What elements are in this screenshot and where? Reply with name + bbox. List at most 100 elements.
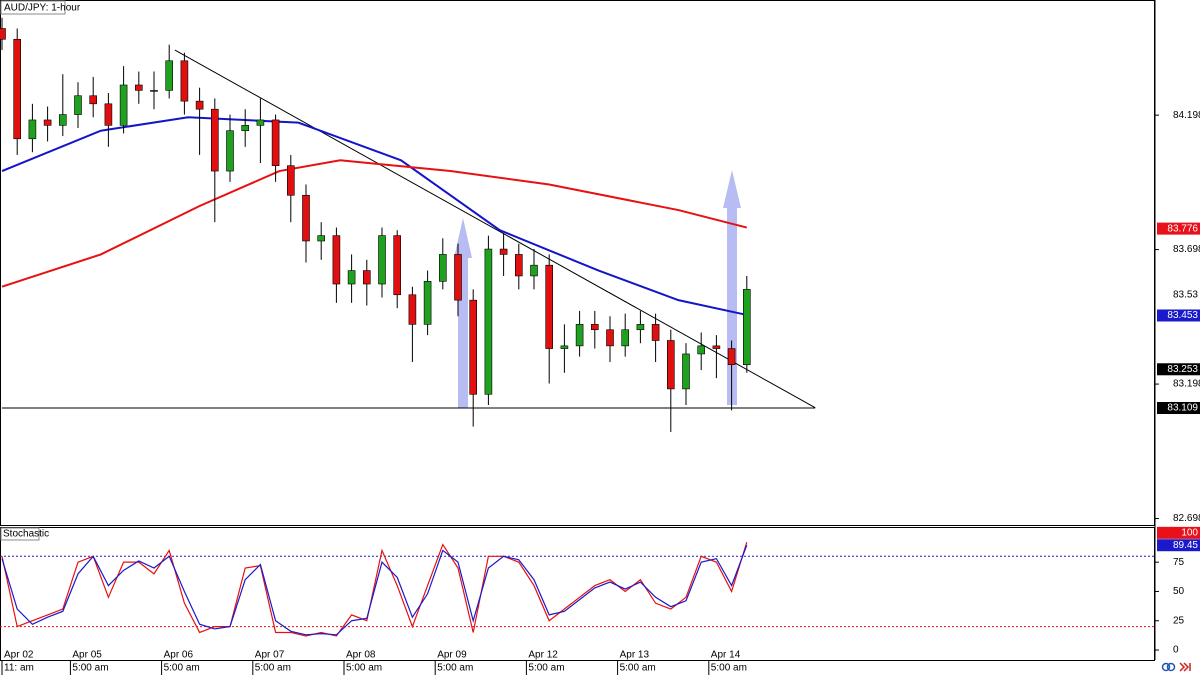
price-badge-label: 83.109	[1167, 403, 1198, 414]
price-badge-label: 83.453	[1167, 310, 1198, 321]
trendline	[174, 49, 816, 409]
x-tick-label: Apr 05	[72, 650, 102, 661]
candle-body	[43, 119, 52, 126]
candle-body	[469, 299, 478, 395]
y-tick-label: 25	[1173, 615, 1185, 626]
price-badge-label: 83.253	[1167, 364, 1198, 375]
candle-body	[135, 84, 143, 91]
candle-body	[211, 108, 219, 172]
y-tick-label: 83.698	[1173, 244, 1200, 255]
arrow	[454, 218, 472, 408]
x-tick-time: 5:00 am	[437, 663, 473, 674]
x-tick-time: 5:00 am	[72, 663, 108, 674]
x-tick-time: 5:00 am	[346, 663, 382, 674]
candle-body	[286, 165, 295, 196]
candle-body	[378, 235, 386, 285]
candle-body	[302, 194, 310, 242]
icon[interactable]	[1166, 662, 1176, 672]
candle-body	[347, 270, 356, 285]
candle-body	[195, 100, 204, 110]
candle-body	[560, 345, 569, 349]
stochastic-line	[1, 542, 748, 637]
candle-body	[666, 340, 675, 390]
candle-body	[621, 329, 630, 347]
candle-body	[241, 125, 249, 132]
y-tick-label: 50	[1173, 586, 1185, 597]
stochastic-line	[1, 545, 748, 636]
price-badge	[1157, 222, 1200, 235]
x-tick-time: 5:00 am	[528, 663, 564, 674]
x-tick-label: Apr 02	[4, 650, 34, 661]
candle-body	[58, 114, 67, 126]
candle-body	[362, 270, 371, 285]
title-box	[0, 0, 66, 15]
y-tick-label: 75	[1173, 557, 1185, 568]
candle-body	[545, 264, 554, 349]
price-badge-label: 89.45	[1173, 540, 1198, 551]
x-tick-time: 5:00 am	[620, 663, 656, 674]
price-badge	[1157, 363, 1200, 376]
price-badge	[1157, 526, 1200, 539]
y-tick-label: 0	[1173, 645, 1179, 656]
x-tick-label: Apr 07	[255, 650, 285, 661]
candle-body	[271, 119, 280, 166]
price-badge	[1157, 402, 1200, 415]
candle-body	[332, 235, 341, 285]
candle-body	[226, 130, 234, 172]
candle-body	[742, 289, 751, 366]
candle-body	[484, 248, 493, 395]
moving-average	[1, 116, 748, 316]
icon[interactable]	[1179, 662, 1191, 672]
candle-body	[712, 345, 721, 349]
candle-body	[119, 84, 128, 126]
candle-body	[28, 119, 37, 140]
candle-body	[408, 294, 417, 325]
x-tick-time: 5:00 am	[255, 663, 291, 674]
candle-body	[514, 254, 523, 277]
candle-body	[150, 90, 158, 92]
candle-body	[13, 38, 21, 140]
candle-body	[256, 119, 265, 126]
candle-body	[423, 281, 432, 325]
candle-body	[651, 324, 660, 341]
stochastic-pane	[0, 527, 1155, 661]
candle-body	[165, 60, 173, 91]
price-badge-label: 83.53	[1173, 289, 1198, 300]
candle-body	[697, 345, 706, 355]
x-tick-label: Apr 12	[528, 650, 558, 661]
candle-body	[0, 28, 6, 40]
candle-body	[180, 60, 189, 102]
x-tick-label: Apr 06	[164, 650, 194, 661]
candle-body	[454, 254, 462, 301]
price-badge-label: 100	[1181, 527, 1198, 538]
candle-body	[89, 95, 97, 105]
candle-body	[575, 324, 584, 347]
pane-title: Stochastic	[3, 529, 49, 540]
icon[interactable]	[1161, 662, 1171, 672]
x-tick-label: Apr 09	[437, 650, 467, 661]
x-tick-label: Apr 14	[711, 650, 741, 661]
candle-body	[317, 235, 326, 242]
price-badge-label: 83.776	[1167, 223, 1198, 234]
candle-body	[74, 95, 82, 115]
price-badge	[1157, 288, 1200, 301]
moving-average	[1, 159, 748, 288]
y-tick-label: 84.198	[1173, 110, 1200, 121]
x-tick-label: Apr 08	[346, 650, 376, 661]
candle-body	[499, 248, 508, 255]
price-badge	[1157, 309, 1200, 322]
candle-body	[590, 324, 599, 331]
toolbar-icons[interactable]	[1161, 662, 1191, 672]
candle-body	[393, 235, 402, 296]
x-tick-time: 5:00 am	[711, 663, 747, 674]
candle-body	[530, 264, 538, 277]
title-box	[0, 527, 40, 541]
candle-body	[682, 353, 690, 390]
price-badge	[1157, 539, 1200, 552]
x-tick-time: 5:00 am	[164, 663, 200, 674]
x-tick-time: 11: am	[4, 663, 34, 674]
candle-body	[104, 103, 113, 126]
x-tick-label: Apr 13	[620, 650, 650, 661]
chart-title: AUD/JPY: 1-hour	[4, 3, 81, 14]
